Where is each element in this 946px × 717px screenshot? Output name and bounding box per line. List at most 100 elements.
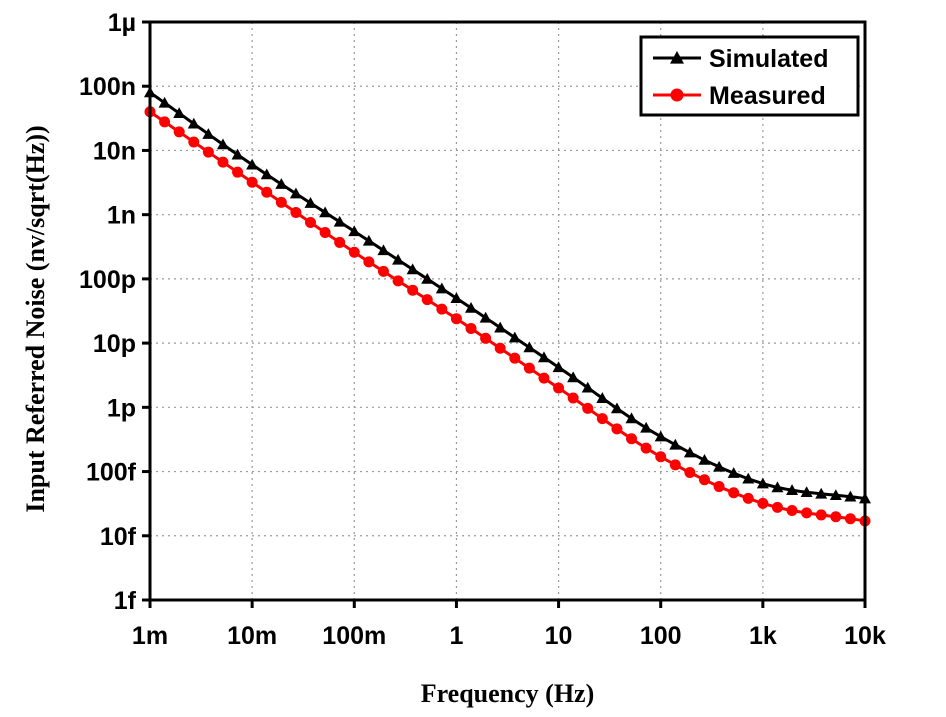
data-point xyxy=(479,311,492,323)
data-point xyxy=(713,460,726,472)
data-point xyxy=(159,116,171,128)
data-point xyxy=(552,361,565,373)
data-point xyxy=(304,197,317,208)
data-point xyxy=(756,477,769,489)
data-point xyxy=(801,507,813,519)
data-point xyxy=(188,136,200,148)
data-point xyxy=(786,504,798,516)
data-point xyxy=(319,206,332,218)
data-point xyxy=(494,321,507,333)
data-point xyxy=(786,484,799,495)
x-tick-label: 100 xyxy=(640,622,682,650)
x-tick-label: 10m xyxy=(227,622,277,650)
data-point xyxy=(450,313,462,325)
data-point xyxy=(610,402,623,414)
data-point xyxy=(465,301,478,313)
data-point xyxy=(655,451,667,463)
data-point xyxy=(509,352,521,364)
plot-frame xyxy=(148,20,867,602)
data-point xyxy=(202,128,215,139)
data-point xyxy=(625,412,638,424)
data-point xyxy=(713,481,725,493)
series-measured xyxy=(144,106,871,527)
data-point xyxy=(334,236,346,248)
y-tick-label: 100p xyxy=(79,266,136,294)
data-point xyxy=(815,509,827,521)
data-point xyxy=(406,263,419,275)
data-point xyxy=(348,246,360,258)
data-point xyxy=(348,225,361,237)
legend-box xyxy=(639,35,860,117)
data-point xyxy=(626,433,638,445)
data-point xyxy=(421,294,433,306)
data-point xyxy=(173,126,185,138)
data-point xyxy=(246,176,258,188)
data-point xyxy=(669,459,681,471)
data-point xyxy=(523,341,536,353)
legend-entry-simulated: Simulated xyxy=(653,45,828,73)
data-point xyxy=(261,186,273,198)
data-point xyxy=(698,474,710,486)
data-point xyxy=(465,322,477,334)
data-point xyxy=(289,187,302,199)
y-axis-title: Input Referred Noise (nv/sqrt(Hz)) xyxy=(21,125,50,512)
data-point xyxy=(640,421,653,433)
data-point xyxy=(771,501,783,513)
data-point xyxy=(305,217,317,229)
data-point xyxy=(377,265,389,277)
data-point xyxy=(742,492,754,504)
y-tick-label: 1f xyxy=(114,587,137,615)
legend-label: Measured xyxy=(709,82,826,110)
x-tick-label: 10 xyxy=(545,622,573,650)
x-tick-labels: 1m 10m 100m 1 10 100 1k 10k xyxy=(132,622,886,650)
data-point xyxy=(217,156,229,168)
y-tick-label: 100n xyxy=(79,73,136,101)
data-point xyxy=(640,442,652,454)
y-tick-label: 100f xyxy=(86,459,137,487)
data-point xyxy=(173,107,186,119)
x-tick-label: 100m xyxy=(322,622,386,650)
data-point xyxy=(581,381,594,393)
legend: Simulated Measured xyxy=(639,35,860,117)
data-point xyxy=(216,138,229,150)
data-point xyxy=(435,282,448,294)
data-point xyxy=(246,158,259,170)
data-point xyxy=(421,272,434,284)
data-point xyxy=(537,351,550,363)
ticks xyxy=(142,20,867,608)
data-point xyxy=(363,256,375,268)
data-point xyxy=(757,497,769,509)
series-line xyxy=(149,91,866,501)
data-point xyxy=(553,382,565,394)
data-point xyxy=(407,284,419,296)
data-point xyxy=(450,292,463,304)
data-point xyxy=(829,489,842,500)
data-point xyxy=(683,446,696,458)
data-point xyxy=(202,146,214,158)
data-point xyxy=(567,371,580,383)
y-tick-label: 10f xyxy=(100,523,137,551)
data-point xyxy=(654,430,667,442)
y-tick-label: 1µ xyxy=(108,9,136,37)
data-point xyxy=(844,513,856,525)
data-point xyxy=(275,196,287,208)
x-tick-label: 10k xyxy=(844,622,886,650)
data-point xyxy=(596,413,608,425)
y-tick-label: 10p xyxy=(93,330,136,358)
series-layer xyxy=(144,86,871,527)
data-point xyxy=(582,402,594,414)
data-point xyxy=(538,372,550,384)
data-point xyxy=(684,467,696,479)
data-point xyxy=(611,423,623,435)
data-point xyxy=(669,438,682,450)
x-tick-label: 1m xyxy=(132,622,168,650)
data-point xyxy=(844,490,857,502)
data-point xyxy=(232,166,244,178)
data-point xyxy=(480,332,492,344)
data-point xyxy=(436,303,448,315)
data-point xyxy=(771,481,784,493)
data-point xyxy=(800,486,813,498)
data-point xyxy=(494,342,506,354)
data-point xyxy=(727,467,740,478)
